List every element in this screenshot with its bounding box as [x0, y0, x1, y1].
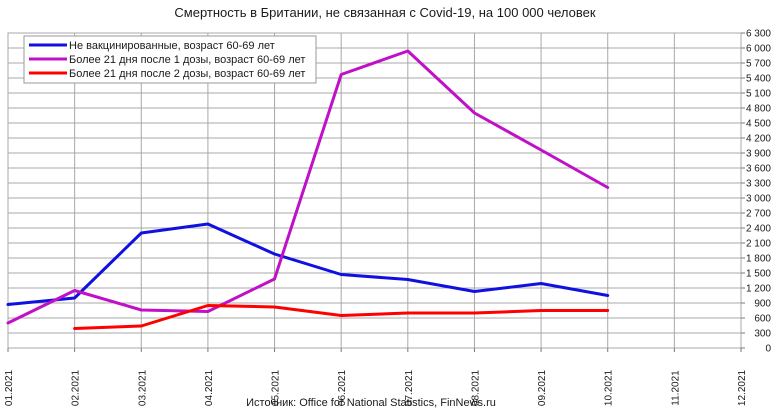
- y-tick-label: 5 100: [746, 89, 771, 100]
- y-tick-label: 3 600: [746, 164, 771, 175]
- y-tick-label: 300: [754, 329, 771, 340]
- legend-label-3: Более 21 дня после 2 дозы, возраст 60-69…: [69, 68, 305, 80]
- y-axis: 0 300 600 900 1 200 1 500 1 800 2 100 2 400 2 700…: [741, 29, 771, 355]
- y-tick-label: 5 400: [746, 74, 771, 85]
- source-note: Источник: Office for National Statistics…: [246, 397, 496, 409]
- x-tick-label: 06.2021: [337, 369, 348, 406]
- legend-label-2: Более 21 дня после 1 дозы, возраст 60-69…: [69, 54, 305, 66]
- x-tick-label: 10.2021: [604, 369, 615, 406]
- legend-box: [23, 35, 317, 84]
- y-tick-label: 1 200: [746, 284, 771, 295]
- y-tick-label: 2 100: [746, 239, 771, 250]
- y-tick-label: 4 500: [746, 119, 771, 130]
- y-tick-label: 5 700: [746, 59, 771, 70]
- series-lines: [6, 49, 610, 330]
- y-tick-label: 1 500: [746, 269, 771, 280]
- y-tick-label: 2 400: [746, 224, 771, 235]
- y-tick-label: 3 900: [746, 149, 771, 160]
- y-tick-label: 900: [754, 299, 771, 310]
- x-tick-label: 01.2021: [4, 369, 15, 406]
- y-tick-label: 6 000: [746, 44, 771, 55]
- x-tick-label: 09.2021: [537, 369, 548, 406]
- y-tick-label: 3 300: [746, 179, 771, 190]
- y-tick-label: 2 700: [746, 209, 771, 220]
- x-tick-label: 02.2021: [71, 369, 82, 406]
- x-tick-label: 04.2021: [204, 369, 215, 406]
- y-tick-label: 4 200: [746, 134, 771, 145]
- series-line-2: [6, 49, 610, 325]
- x-tick-label: 03.2021: [137, 369, 148, 406]
- legend-label-1: Не вакцинированные, возраст 60-69 лет: [69, 40, 275, 52]
- chart-title: Смертность в Британии, не связанная с Co…: [174, 5, 595, 20]
- plot-area: [7, 32, 742, 349]
- legend: Не вакцинированные, возраст 60-69 лет Бол…: [23, 35, 317, 84]
- x-tick-label: 05.2021: [271, 369, 282, 406]
- series-line-3: [73, 304, 610, 330]
- y-tick-label: 6 300: [746, 29, 771, 40]
- series-line-1: [6, 222, 610, 306]
- y-tick-label: 0: [765, 344, 771, 355]
- y-tick-label: 4 800: [746, 104, 771, 115]
- y-tick-label: 3 000: [746, 194, 771, 205]
- x-tick-label: 11.2021: [670, 370, 681, 406]
- x-tick-label: 12.2021: [737, 369, 748, 406]
- x-tick-label: 08.2021: [470, 369, 481, 406]
- y-tick-label: 1 800: [746, 254, 771, 265]
- x-tick-label: 07.2021: [404, 369, 415, 406]
- y-tick-label: 600: [754, 314, 771, 325]
- x-axis: 01.2021 02.2021 03.2021 04.2021 05.2021 06.20…: [4, 348, 748, 406]
